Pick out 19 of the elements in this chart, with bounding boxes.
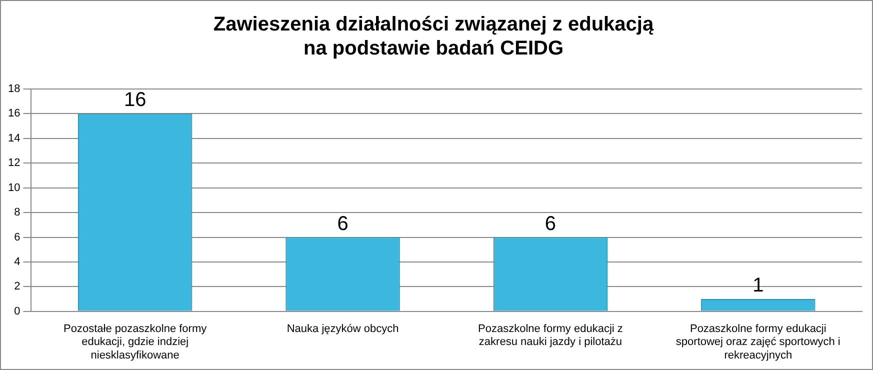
y-tick-label: 10 bbox=[8, 182, 20, 194]
y-tick-label: 4 bbox=[14, 256, 20, 268]
x-tick-label: Nauka języków obcych bbox=[286, 323, 399, 336]
data-label: 1 bbox=[752, 274, 764, 297]
y-tick-label: 14 bbox=[8, 132, 20, 144]
chart-title: Zawieszenia działalności związanej z edukacją na podstawie badań CEIDG bbox=[213, 14, 654, 60]
data-label: 6 bbox=[337, 212, 348, 235]
data-label: 16 bbox=[124, 89, 146, 112]
x-tick-label: Pozostałe pozaszkolne formy edukacji, gdzie indziej niesklasyfikowane bbox=[64, 323, 208, 362]
data-label: 6 bbox=[544, 212, 556, 235]
y-tick-label: 2 bbox=[14, 280, 20, 293]
x-tick-label: Pozaszkolne formy edukacji z zakresu nauki jazdy i pilotażu bbox=[478, 323, 623, 348]
x-tick-label: Pozaszkolne formy edukacji sportowej oraz zajęć sportowych i rekreacyjnych bbox=[676, 323, 840, 362]
y-tick-label: 8 bbox=[14, 206, 20, 219]
y-tick-label: 6 bbox=[14, 231, 20, 244]
y-tick-label: 16 bbox=[8, 108, 20, 120]
y-tick-label: 12 bbox=[8, 157, 20, 170]
y-tick-label: 18 bbox=[8, 83, 20, 96]
y-tick-label: 0 bbox=[14, 305, 20, 318]
